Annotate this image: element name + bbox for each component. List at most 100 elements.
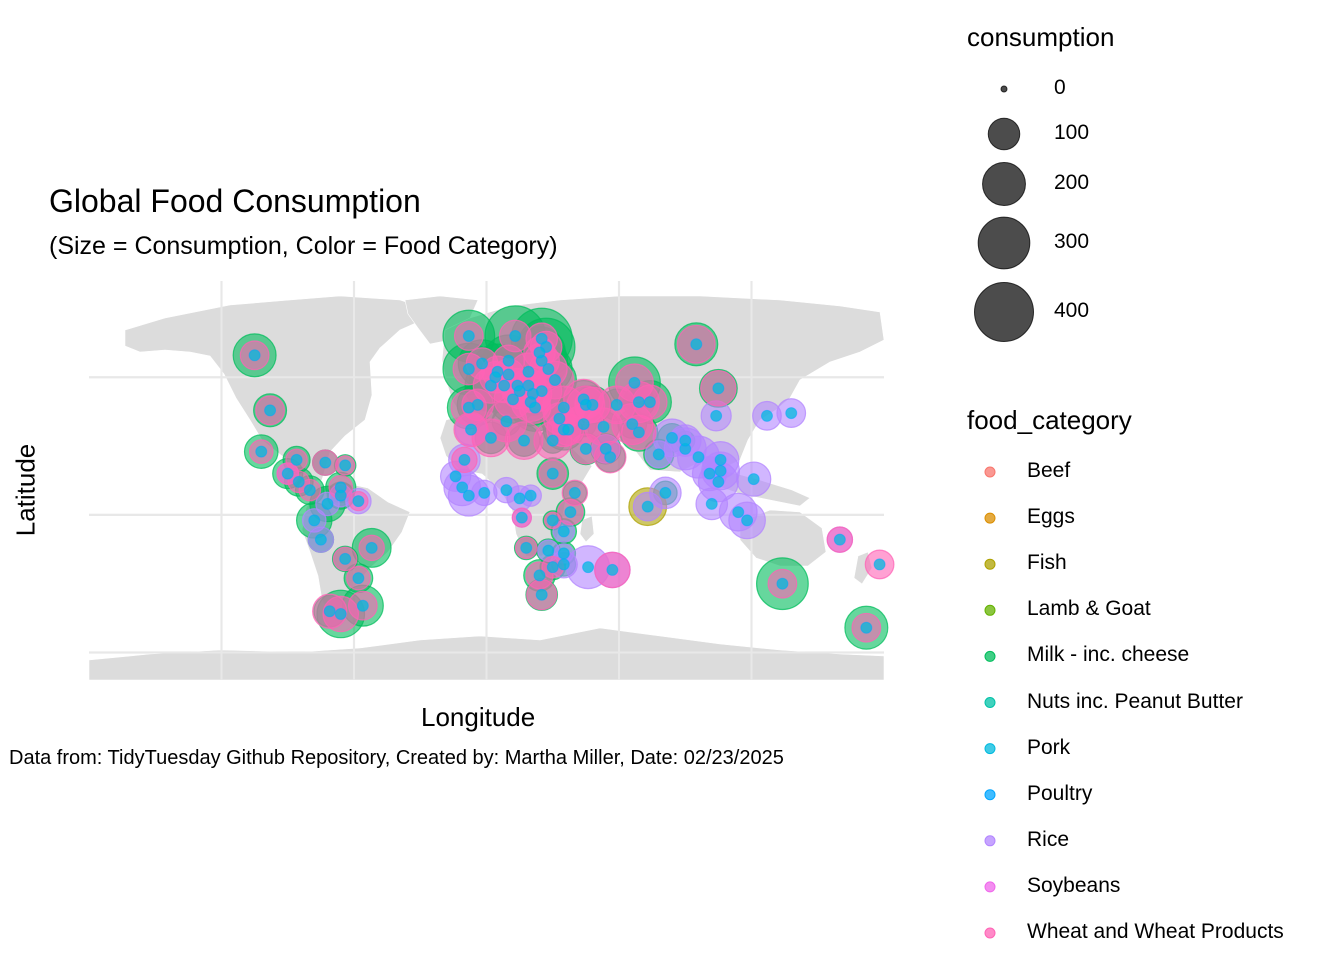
data-point-pork [564, 506, 577, 519]
data-point-pork [500, 484, 513, 497]
data-point-pork [248, 349, 261, 362]
data-point-pork [557, 401, 570, 414]
data-point-pork [352, 572, 365, 585]
data-point-pork [659, 486, 672, 499]
data-point-pork [579, 442, 592, 455]
data-point-pork [712, 382, 725, 395]
data-point-pork [546, 514, 559, 527]
data-point-pork [264, 404, 277, 417]
data-point-pork [632, 396, 645, 409]
data-point-pork [652, 448, 665, 461]
color-legend-label: Nuts inc. Peanut Butter [1027, 689, 1243, 713]
data-point-pork [509, 330, 522, 343]
data-point-pork [365, 541, 378, 554]
data-point-pork [597, 420, 610, 433]
color-legend-label: Wheat and Wheat Products [1027, 920, 1284, 943]
data-point-pork [760, 409, 773, 422]
data-point-pork [710, 409, 723, 422]
data-point-pork [712, 475, 725, 488]
data-point-pork [334, 489, 347, 502]
size-legend-label: 400 [1054, 299, 1090, 322]
data-point-pork [562, 423, 575, 436]
data-point-pork [456, 481, 469, 494]
data-point-pork [462, 401, 475, 414]
data-point-pork [833, 533, 846, 546]
data-point-pork [281, 467, 294, 480]
data-point-pork [478, 486, 491, 499]
data-point-pork [692, 451, 705, 464]
data-point-pork [741, 514, 754, 527]
data-point-pork [705, 497, 718, 510]
data-point-pork [860, 621, 873, 634]
chart-subtitle: (Size = Consumption, Color = Food Catego… [49, 232, 558, 260]
data-point-pork [546, 467, 559, 480]
data-point-pork [557, 558, 570, 571]
data-point-pork [462, 489, 475, 502]
data-point-pork [557, 547, 570, 560]
data-point-pork [546, 434, 559, 447]
data-point-pork [679, 434, 692, 447]
data-point-pork [628, 376, 641, 389]
data-point-pork [502, 368, 515, 381]
data-point-pork [458, 453, 471, 466]
data-point-pork [529, 401, 542, 414]
data-point-pork [449, 470, 462, 483]
data-point-pork [303, 484, 316, 497]
data-point-pork [314, 533, 327, 546]
data-point-pork [714, 464, 727, 477]
data-point-pork [632, 426, 645, 439]
data-point-pork [666, 431, 678, 444]
color-legend-label: Lamb & Goat [1027, 597, 1151, 621]
data-point-pork [568, 486, 581, 499]
data-point-pork [548, 374, 561, 387]
data-point-pork [546, 561, 559, 574]
data-point-pork [356, 599, 369, 612]
color-legend-title: food_category [967, 405, 1132, 435]
data-point-pork [626, 418, 639, 431]
size-legend-label: 0 [1054, 76, 1066, 99]
color-legend-label: Eggs [1027, 505, 1075, 529]
data-point-pork [352, 495, 365, 508]
data-point-pork [339, 552, 352, 565]
data-point-pork [557, 525, 570, 538]
data-point-pork [553, 412, 566, 425]
size-legend-label: 200 [1054, 171, 1090, 194]
data-point-pork [513, 385, 526, 398]
chart-title: Global Food Consumption [49, 183, 421, 219]
data-point-pork [462, 363, 475, 376]
madagascar-shape [579, 515, 595, 543]
data-point-pork [484, 431, 497, 444]
data-point-pork [476, 357, 489, 370]
data-point-pork [515, 511, 528, 524]
data-point-pork [586, 398, 599, 411]
data-point-pork [308, 514, 321, 527]
data-point-pork [520, 541, 533, 554]
data-point-pork [498, 379, 511, 392]
color-legend-label: Soybeans [1027, 873, 1121, 897]
data-point-pork [334, 607, 347, 620]
data-point-pork [873, 558, 886, 571]
data-point-pork [524, 489, 537, 502]
y-axis-label: Latitude [10, 443, 41, 537]
data-point-pork [641, 500, 654, 513]
data-point-pork [747, 473, 760, 486]
data-point-pork [643, 396, 656, 409]
data-point-pork [703, 467, 716, 480]
data-point-pork [533, 346, 546, 359]
size-legend-title: consumption [967, 22, 1115, 52]
color-legend-label: Fish [1027, 551, 1067, 575]
data-point-pork [533, 569, 546, 582]
data-point-pork [500, 415, 513, 428]
color-legend-label: Milk - inc. cheese [1027, 643, 1190, 667]
data-point-pork [785, 407, 798, 420]
data-point-pork [321, 497, 334, 510]
data-point-pork [255, 445, 268, 458]
size-legend-label: 300 [1054, 230, 1090, 253]
data-point-pork [502, 354, 515, 367]
data-point-pork [323, 605, 336, 618]
data-point-pork [522, 365, 535, 378]
x-axis-label: Longitude [421, 702, 536, 732]
data-point-pork [690, 338, 703, 351]
data-point-pork [339, 459, 352, 472]
color-legend-label: Rice [1027, 827, 1070, 851]
